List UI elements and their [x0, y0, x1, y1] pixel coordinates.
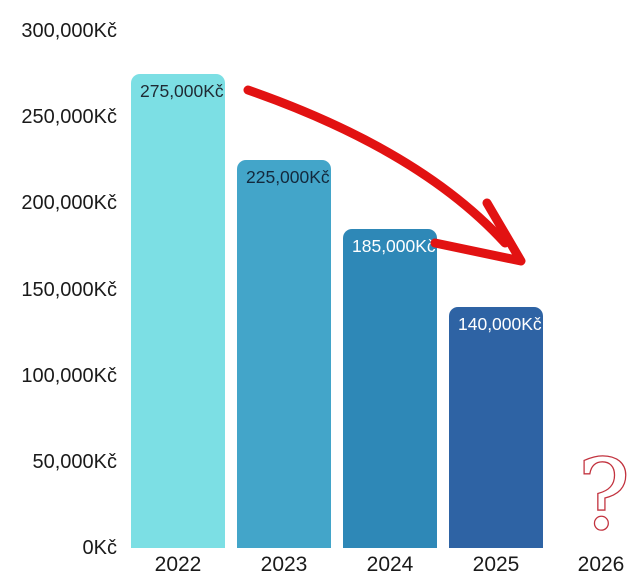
y-axis-label: 200,000Kč [21, 192, 117, 215]
x-axis-label-2025: 2025 [472, 553, 520, 576]
y-axis-label: 100,000Kč [21, 364, 117, 387]
bar-2025: 140,000Kč [449, 306, 543, 548]
bar-value-label-2023: 225,000Kč [246, 167, 330, 188]
y-axis-label: 300,000Kč [21, 20, 117, 42]
bar-value-label-2024: 185,000Kč [352, 236, 436, 257]
x-axis-label-2026: 2026 [577, 553, 625, 576]
x-axis: 2022 2023 2024 2025 2026 [0, 551, 644, 579]
bar-2023: 225,000Kč [237, 160, 331, 548]
y-axis-label: 0Kč [82, 537, 117, 559]
bar-2024: 185,000Kč [343, 229, 437, 548]
x-axis-label-2022: 2022 [154, 553, 202, 576]
y-axis-label: 50,000Kč [32, 450, 117, 473]
y-axis: 0Kč 50,000Kč 100,000Kč 150,000Kč 200,000Kč 25… [0, 0, 117, 583]
bar-value-label-2025: 140,000Kč [458, 313, 542, 334]
x-axis-label-2023: 2023 [260, 553, 308, 576]
bar-2022: 275,000Kč [131, 74, 225, 548]
x-axis-label-2024: 2024 [366, 553, 414, 576]
y-axis-label: 250,000Kč [21, 106, 117, 129]
bar-value-label-2022: 275,000Kč [140, 81, 224, 102]
y-axis-label: 150,000Kč [21, 278, 117, 301]
